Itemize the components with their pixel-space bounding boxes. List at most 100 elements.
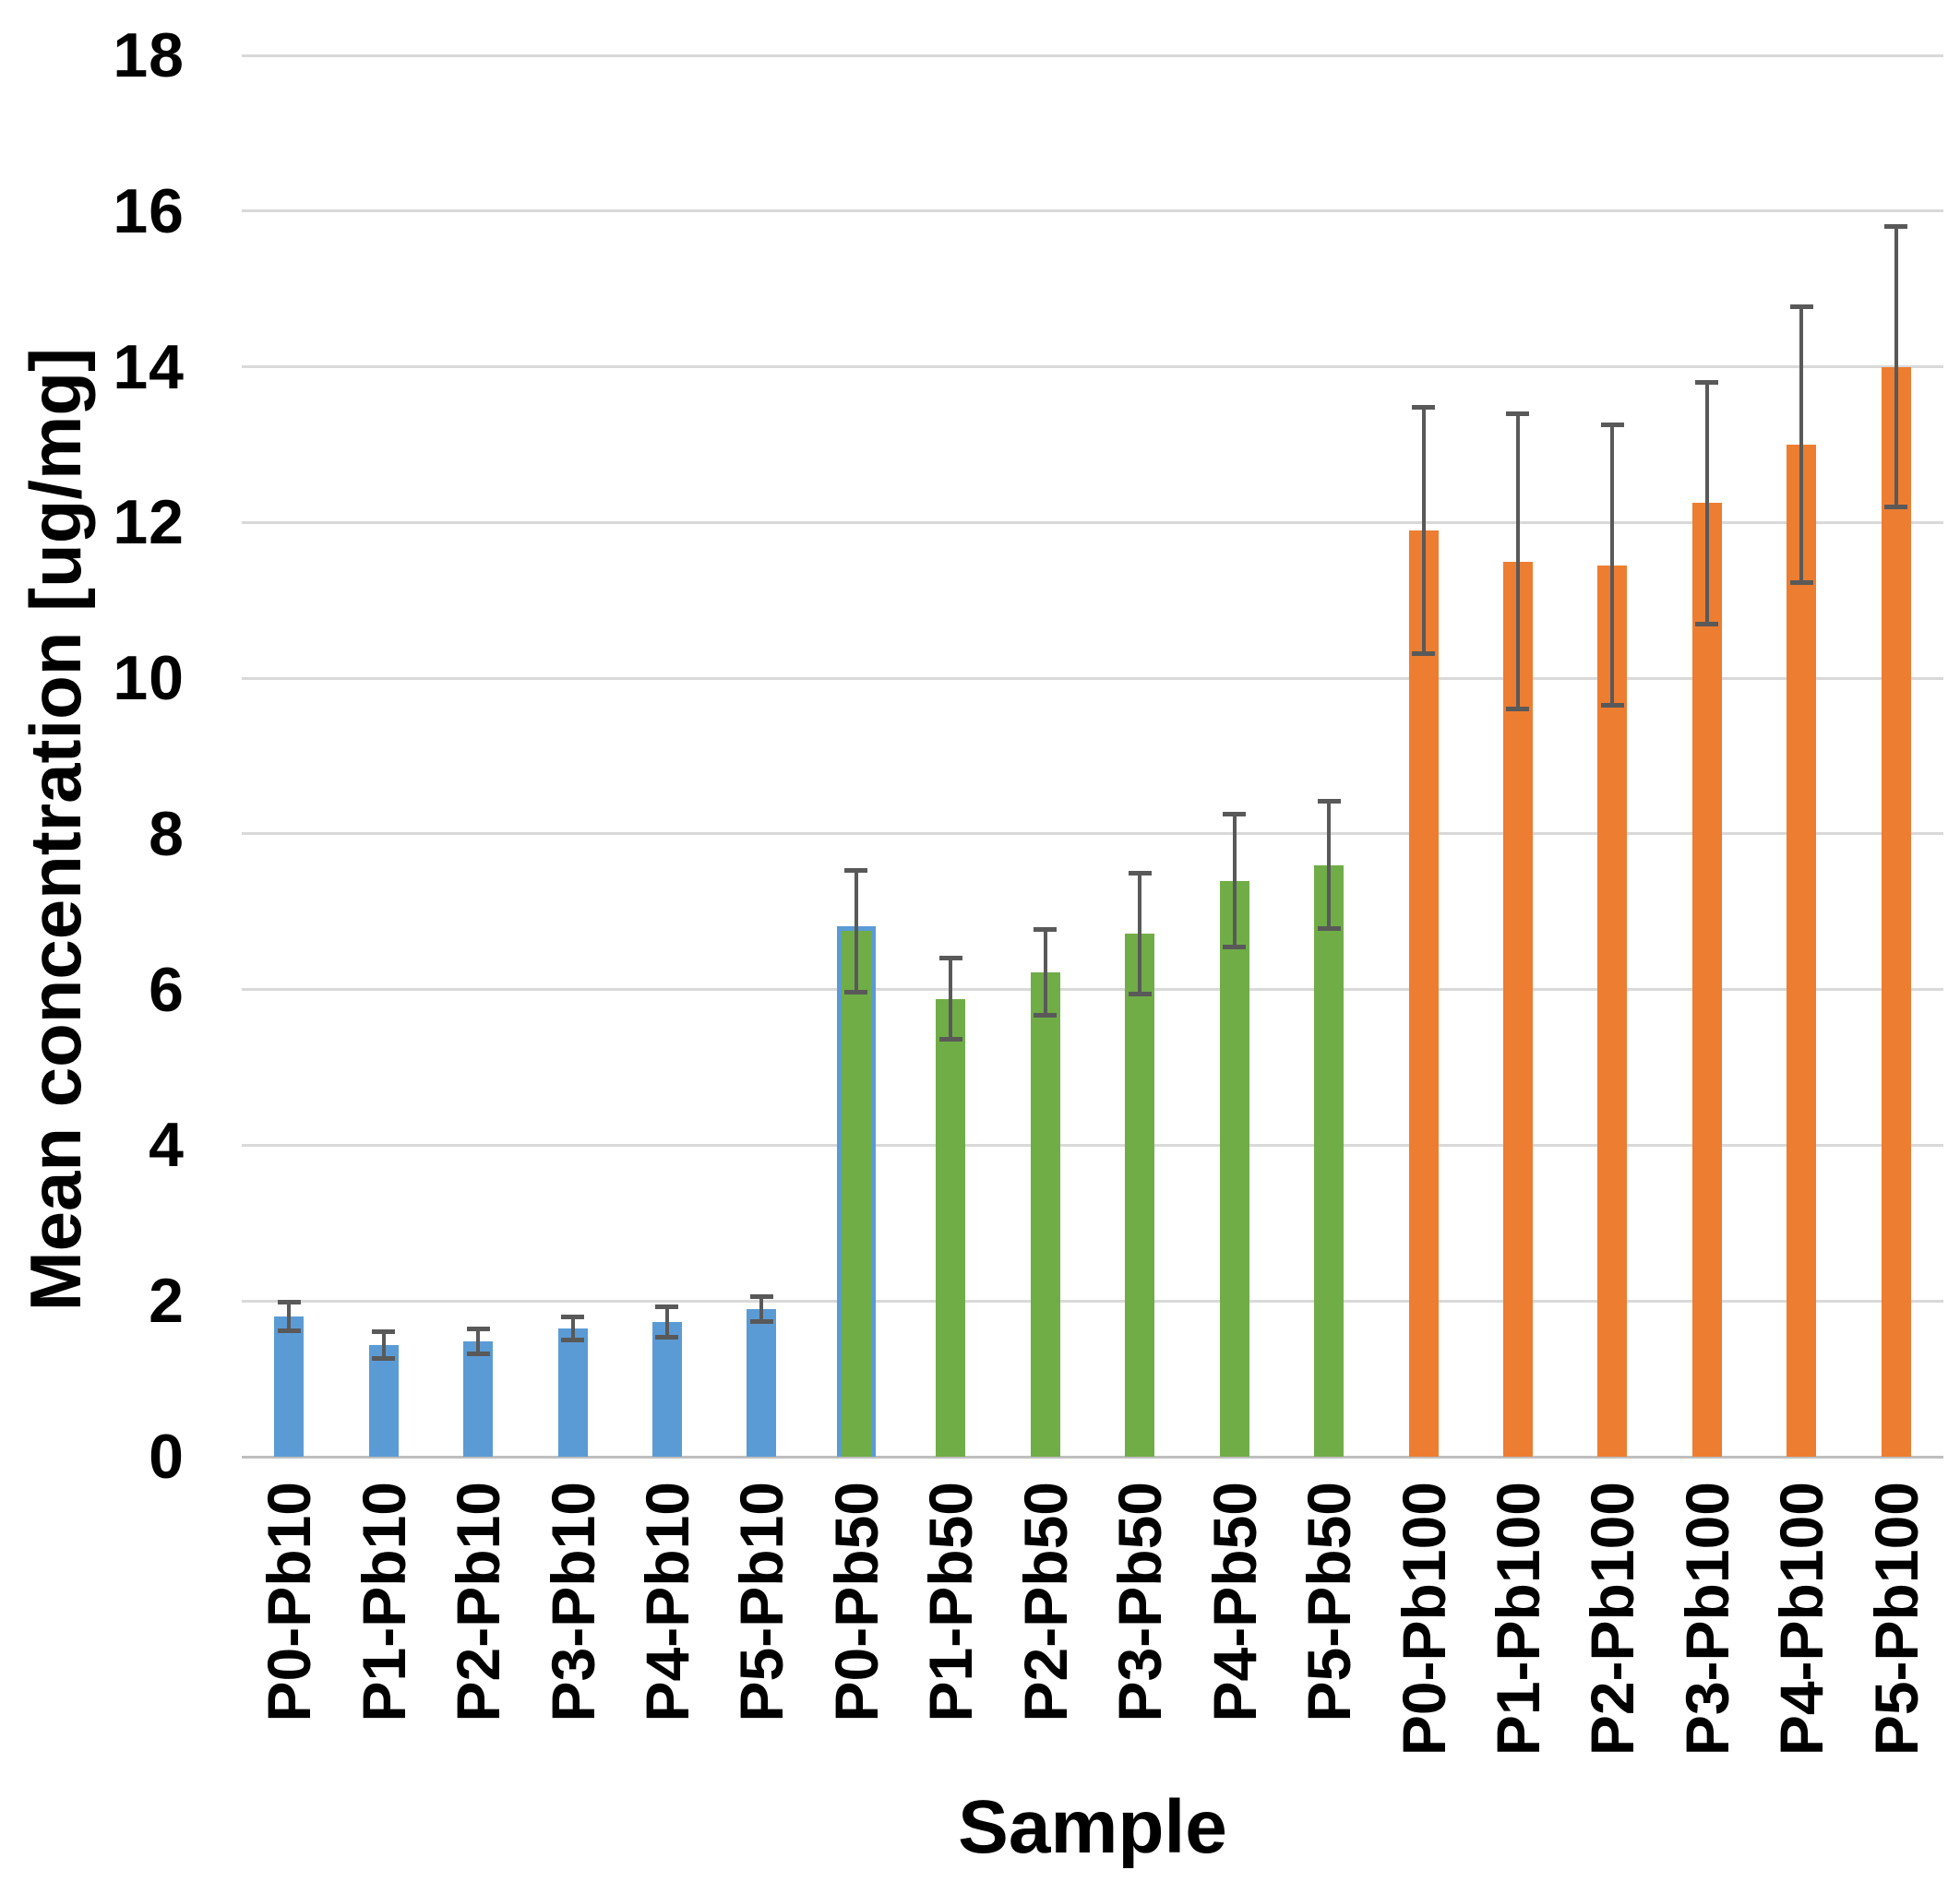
y-tick-label: 10	[113, 643, 185, 714]
bar-P4-Pb10	[651, 1322, 682, 1457]
x-label-cell: P3-Pb50	[1093, 1482, 1187, 1795]
x-label-cell: P3-Pb10	[525, 1482, 619, 1795]
y-tick-label: 2	[149, 1266, 185, 1337]
error-bar-cap-bottom	[1128, 992, 1152, 997]
x-axis-title: Sample	[958, 1785, 1227, 1869]
error-bar-cap-top	[1506, 411, 1530, 416]
y-axis-tick-labels: 0 2 4 6 8 10 12 14 16 18	[0, 24, 185, 1488]
x-label-cell: P0-Pb50	[809, 1482, 903, 1795]
error-bar-stem	[1610, 424, 1615, 706]
x-label-P2-Pb50: P2-Pb50	[1010, 1482, 1080, 1722]
error-bar-cap-bottom	[1695, 621, 1719, 626]
x-label-P2-Pb10: P2-Pb10	[444, 1482, 513, 1722]
error-bar-cap-bottom	[372, 1356, 396, 1362]
x-axis-line	[242, 1455, 1943, 1459]
error-bar-cap-top	[938, 956, 962, 961]
error-bar-cap-bottom	[749, 1318, 773, 1324]
error-bar-cap-top	[561, 1314, 585, 1319]
error-bar-cap-top	[1412, 404, 1436, 410]
error-bar-stem	[1704, 382, 1709, 625]
error-bar-stem	[476, 1328, 481, 1354]
bar-cell	[1849, 55, 1943, 1457]
error-bar-cap-bottom	[277, 1328, 301, 1333]
bar-cell	[1376, 55, 1470, 1457]
bar-cell	[1187, 55, 1281, 1457]
x-label-cell: P0-Pb100	[1376, 1482, 1470, 1795]
gridline	[242, 1299, 1943, 1303]
error-bar-stem	[1799, 306, 1804, 583]
x-label-cell: P2-Pb100	[1565, 1482, 1659, 1795]
error-bar-stem	[1327, 801, 1332, 929]
error-bar-cap-bottom	[844, 989, 868, 995]
error-bar-stem	[1138, 873, 1142, 995]
error-bar-stem	[570, 1316, 575, 1340]
x-label-P5-Pb50: P5-Pb50	[1295, 1482, 1364, 1722]
x-axis-labels: P0-Pb10 P1-Pb10 P2-Pb10 P3-Pb10 P4-Pb10 P5-Pb…	[242, 1482, 1943, 1795]
error-bar-cap-bottom	[561, 1337, 585, 1342]
bar-cell	[242, 55, 336, 1457]
x-label-P1-Pb10: P1-Pb10	[349, 1482, 418, 1722]
error-bar-cap-bottom	[1789, 579, 1813, 585]
error-bar-cap-top	[1600, 423, 1624, 428]
error-bar-cap-bottom	[466, 1352, 490, 1357]
x-label-P3-Pb100: P3-Pb100	[1672, 1482, 1741, 1757]
error-bar-stem	[1043, 929, 1047, 1016]
bar-P0-Pb10	[274, 1316, 305, 1457]
bar-P5-Pb10	[747, 1308, 777, 1457]
error-bar-cap-top	[1223, 812, 1247, 817]
error-bar-cap-top	[466, 1327, 490, 1332]
bar-P1-Pb10	[368, 1345, 399, 1457]
x-label-P5-Pb10: P5-Pb10	[727, 1482, 796, 1722]
y-tick-label: 12	[113, 487, 185, 558]
x-label-P3-Pb10: P3-Pb10	[538, 1482, 607, 1722]
x-label-P4-Pb50: P4-Pb50	[1200, 1482, 1269, 1722]
gridline	[242, 1143, 1943, 1147]
gridline	[242, 832, 1943, 836]
error-bar-stem	[1421, 407, 1426, 654]
bar-cell	[903, 55, 998, 1457]
error-bar-cap-bottom	[1223, 944, 1247, 949]
y-tick-label: 18	[113, 20, 185, 90]
error-bar-stem	[1232, 814, 1237, 947]
bar-cell	[336, 55, 430, 1457]
error-bar-cap-bottom	[1034, 1013, 1058, 1018]
error-bar-cap-top	[372, 1329, 396, 1335]
error-bar-cap-bottom	[1506, 707, 1530, 712]
y-tick-label: 16	[113, 175, 185, 246]
x-label-cell: P5-Pb100	[1849, 1482, 1943, 1795]
bar-cell	[1282, 55, 1376, 1457]
plot-area	[242, 54, 1943, 1459]
gridline	[242, 520, 1943, 524]
error-bar-cap-bottom	[1412, 650, 1436, 656]
x-label-cell: P2-Pb50	[998, 1482, 1093, 1795]
bar-P5-Pb50	[1314, 864, 1345, 1457]
bar-cell	[1660, 55, 1754, 1457]
error-bar-cap-top	[277, 1300, 301, 1305]
error-bar-stem	[381, 1331, 386, 1359]
gridline	[242, 365, 1943, 369]
error-bar-cap-top	[1034, 927, 1058, 933]
y-tick-label: 8	[149, 798, 185, 869]
x-label-P1-Pb50: P1-Pb50	[916, 1482, 986, 1722]
x-label-P4-Pb10: P4-Pb10	[632, 1482, 701, 1722]
x-label-cell: P0-Pb10	[242, 1482, 336, 1795]
error-bar-cap-top	[1884, 224, 1908, 230]
bar-P5-Pb100	[1881, 366, 1911, 1457]
y-tick-label: 14	[113, 331, 185, 402]
x-label-cell: P1-Pb100	[1471, 1482, 1565, 1795]
x-label-P0-Pb10: P0-Pb10	[255, 1482, 324, 1722]
bar-cell	[431, 55, 525, 1457]
bar-P1-Pb50	[936, 998, 966, 1457]
bar-P3-Pb100	[1691, 503, 1722, 1457]
bar-cell	[714, 55, 808, 1457]
x-label-cell: P4-Pb50	[1187, 1482, 1281, 1795]
bar-cell	[998, 55, 1093, 1457]
error-bar-cap-top	[749, 1293, 773, 1299]
x-label-P1-Pb100: P1-Pb100	[1483, 1482, 1552, 1757]
bar-cell	[1471, 55, 1565, 1457]
x-label-cell: P1-Pb10	[336, 1482, 430, 1795]
gridline	[242, 988, 1943, 992]
error-bar-cap-top	[1789, 304, 1813, 310]
y-tick-label: 0	[149, 1422, 185, 1492]
x-label-cell: P4-Pb100	[1754, 1482, 1848, 1795]
